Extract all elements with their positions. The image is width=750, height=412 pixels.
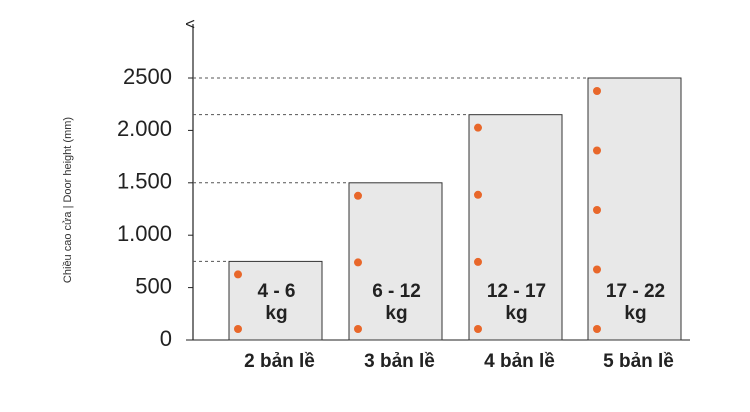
bar-label: 12 - 17	[487, 281, 546, 302]
y-tick-label: 0	[160, 326, 172, 351]
bar-label: 17 - 22	[606, 281, 665, 302]
y-axis-label: Chiều cao cửa | Door height (mm)	[62, 117, 74, 283]
hinge-dot	[474, 257, 482, 266]
hinge-dot	[354, 191, 362, 200]
y-tick-label: 500	[135, 273, 172, 298]
bar	[587, 77, 682, 341]
bar-label: kg	[385, 303, 407, 324]
hinge-dot	[593, 146, 601, 155]
x-tick-label: 2 bản lề	[244, 351, 315, 372]
y-tick-label: 1.000	[117, 221, 172, 246]
x-tick-label: 5 bản lề	[603, 351, 674, 372]
hinge-dot	[234, 270, 242, 279]
hinge-dot	[354, 258, 362, 267]
y-tick-label: 2500	[123, 64, 172, 89]
x-tick-label: 4 bản lề	[484, 351, 555, 372]
hinge-dot	[474, 123, 482, 132]
bar	[228, 260, 323, 341]
hinge-dot	[593, 206, 601, 214]
bar-label: kg	[265, 303, 287, 324]
y-tick-label: 1.500	[117, 169, 172, 194]
hinge-dot	[354, 325, 362, 333]
y-tick-label: 2.000	[117, 116, 172, 141]
bar-label: 4 - 6	[257, 281, 295, 302]
x-tick-label: 3 bản lề	[364, 351, 435, 372]
hinge-dot	[474, 190, 482, 199]
hinge-dot	[474, 325, 482, 333]
hinge-dot	[593, 325, 601, 333]
hinge-dot	[593, 87, 601, 95]
bar-label: kg	[624, 303, 646, 324]
hinge-dot	[593, 265, 601, 274]
bar-label: kg	[505, 303, 527, 324]
bar-label: 6 - 12	[372, 281, 421, 302]
bar	[468, 114, 563, 341]
bar	[348, 182, 443, 341]
hinge-dot	[234, 325, 242, 333]
